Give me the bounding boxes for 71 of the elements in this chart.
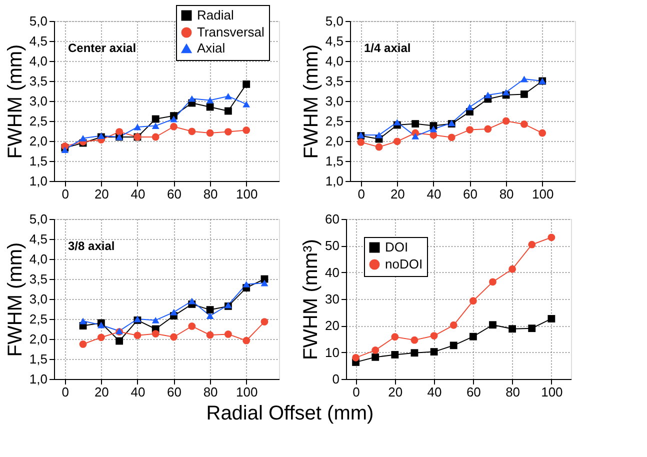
x-axis-title: Radial Offset (mm) xyxy=(206,402,374,424)
legend-label: Transversal xyxy=(197,24,265,40)
y-tick-label: 4,0 xyxy=(29,54,48,68)
annotation: 1/4 axial xyxy=(364,41,411,55)
x-tick-label: 80 xyxy=(506,384,520,400)
x-tick-label: 0 xyxy=(352,384,360,400)
x-tick-label: 40 xyxy=(427,384,442,400)
legend-label: Axial xyxy=(197,40,226,56)
y-tick-label: 5,0 xyxy=(325,14,344,28)
legend-label: noDOI xyxy=(385,256,423,272)
x-tick-label: 20 xyxy=(390,186,405,202)
x-tick-label: 80 xyxy=(203,186,218,202)
x-tick-label: 40 xyxy=(130,186,146,202)
x-tick-label: 60 xyxy=(463,186,478,202)
y-tick-label: 3,5 xyxy=(325,74,344,88)
y-tick-label: 3,0 xyxy=(29,94,48,108)
y-tick-label: 4,0 xyxy=(325,54,344,68)
y-axis-title: FWHM (mm) xyxy=(300,44,322,159)
y-tick-label: 2,0 xyxy=(325,134,344,148)
x-tick-label: 40 xyxy=(130,384,146,400)
x-tick-label: 100 xyxy=(541,384,563,400)
y-tick-label: 40 xyxy=(325,264,340,280)
x-tick-label: 60 xyxy=(466,384,481,400)
legend-label: Radial xyxy=(197,8,234,22)
x-tick-label: 60 xyxy=(167,384,182,400)
y-axis-title: FWHM (mm) xyxy=(4,44,26,159)
legend-label: DOI xyxy=(385,240,408,254)
y-tick-label: 1,0 xyxy=(325,174,344,188)
x-tick-label: 100 xyxy=(236,186,258,202)
y-tick-label: 5,0 xyxy=(29,212,48,226)
y-tick-label: 2,5 xyxy=(29,312,48,326)
x-tick-label: 0 xyxy=(62,384,70,400)
x-tick-label: 60 xyxy=(167,186,182,202)
y-tick-label: 1,5 xyxy=(29,154,48,168)
x-tick-label: 20 xyxy=(388,384,403,400)
y-axis-title: FWHM (mm) xyxy=(4,242,26,357)
y-tick-label: 1,5 xyxy=(29,352,48,366)
y-tick-label: 2,0 xyxy=(29,134,48,148)
x-tick-label: 0 xyxy=(62,186,70,202)
x-tick-label: 80 xyxy=(499,186,514,202)
y-tick-label: 4,5 xyxy=(325,34,344,48)
y-tick-label: 0 xyxy=(332,372,340,386)
annotation: 3/8 axial xyxy=(68,239,115,253)
y-tick-label: 1,5 xyxy=(325,154,344,168)
x-tick-label: 20 xyxy=(94,186,109,202)
y-tick-label: 4,5 xyxy=(29,34,48,48)
y-tick-label: 30 xyxy=(325,292,340,306)
y-axis-title: FWHM (mm³) xyxy=(300,238,322,360)
x-tick-label: 100 xyxy=(236,384,258,400)
y-tick-label: 60 xyxy=(325,212,340,226)
y-tick-label: 4,5 xyxy=(29,232,48,246)
y-tick-label: 3,0 xyxy=(29,292,48,306)
x-tick-label: 80 xyxy=(203,384,218,400)
y-tick-label: 50 xyxy=(325,238,340,254)
y-tick-label: 20 xyxy=(325,318,340,334)
y-tick-label: 1,0 xyxy=(29,372,48,386)
y-tick-label: 3,5 xyxy=(29,74,48,88)
x-tick-label: 100 xyxy=(532,186,554,202)
y-tick-label: 1,0 xyxy=(29,174,48,188)
y-tick-label: 4,0 xyxy=(29,252,48,266)
y-tick-label: 2,0 xyxy=(29,332,48,346)
x-tick-label: 20 xyxy=(94,384,109,400)
y-tick-label: 5,0 xyxy=(29,14,48,28)
y-tick-label: 2,5 xyxy=(325,114,344,128)
y-tick-label: 3,0 xyxy=(325,94,344,108)
y-tick-label: 3,5 xyxy=(29,272,48,286)
y-tick-label: 2,5 xyxy=(29,114,48,128)
x-tick-label: 40 xyxy=(426,186,442,202)
y-tick-label: 10 xyxy=(325,344,340,360)
annotation: Center axial xyxy=(68,41,136,55)
x-tick-label: 0 xyxy=(358,186,366,202)
